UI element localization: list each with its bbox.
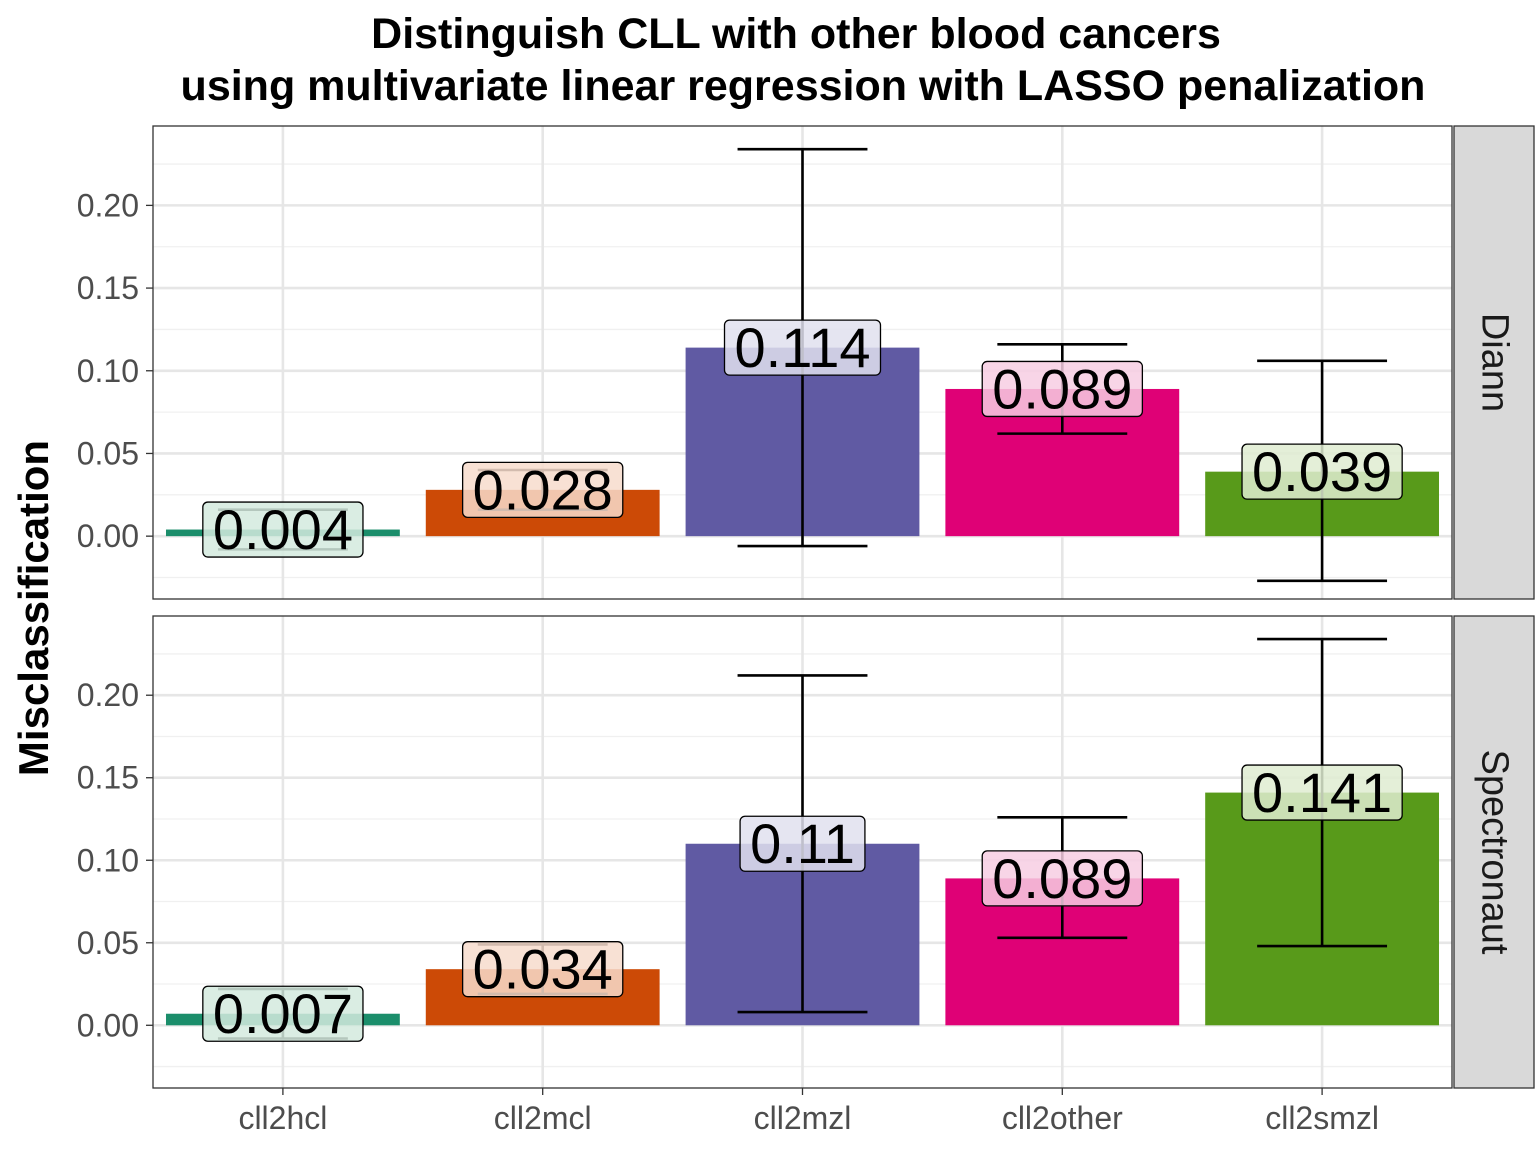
x-tick-label-cll2hcl: cll2hcl xyxy=(238,1100,327,1136)
data-label-cll2mcl: 0.034 xyxy=(461,938,624,1001)
data-label-cll2mzl: 0.114 xyxy=(723,316,882,379)
y-tick-label: 0.15 xyxy=(77,270,139,306)
data-label-box xyxy=(202,985,364,1042)
y-tick-label: 0.10 xyxy=(77,353,139,389)
y-tick-label: 0.10 xyxy=(77,842,139,878)
data-label-box xyxy=(981,360,1144,418)
y-tick-label: 0.00 xyxy=(77,1007,139,1043)
chart-title: Distinguish CLL with other blood cancers xyxy=(371,10,1221,58)
data-label-box xyxy=(1241,764,1403,821)
x-axis: cll2hcl cll2mcl cll2mzl cll2other cll2smzl xyxy=(238,1088,1379,1136)
data-label-text: 0.114 xyxy=(735,316,871,379)
facet-strip-label: Diann xyxy=(1474,313,1516,412)
data-label-cll2mzl: 0.11 xyxy=(739,812,866,875)
facet-strip-diann: Diann xyxy=(1453,125,1535,600)
data-label-text: 0.089 xyxy=(992,847,1132,910)
data-label-text: 0.11 xyxy=(750,812,855,875)
data-label-box xyxy=(981,850,1144,907)
data-label-cll2mcl: 0.028 xyxy=(461,458,624,521)
data-label-cll2smzl: 0.039 xyxy=(1241,440,1403,503)
x-tick-label-cll2smzl: cll2smzl xyxy=(1265,1100,1379,1136)
data-label-text: 0.089 xyxy=(992,357,1132,420)
data-label-cll2other: 0.089 xyxy=(981,847,1144,910)
data-label-text: 0.141 xyxy=(1252,761,1392,824)
y-tick-label: 0.20 xyxy=(77,677,139,713)
data-label-box xyxy=(1241,443,1403,500)
data-label-box xyxy=(461,461,624,518)
facet-strip-background xyxy=(1453,125,1535,600)
data-label-text: 0.039 xyxy=(1252,440,1392,503)
data-label-text: 0.007 xyxy=(213,982,353,1045)
panels: 0.004 0.028 0.114 0.089 0.039 0.00 0.05 0.10 0.1… xyxy=(77,125,1535,1089)
panel-spectronaut: 0.007 0.034 0.11 0.089 0.141 0.00 0.05 0.10 0.15… xyxy=(77,615,1535,1089)
data-label-text: 0.028 xyxy=(473,458,613,521)
data-label-box xyxy=(723,319,882,376)
data-label-cll2hcl: 0.004 xyxy=(202,498,364,561)
data-label-box xyxy=(739,815,866,872)
facet-strip-background xyxy=(1453,615,1535,1089)
data-label-text: 0.004 xyxy=(213,498,353,561)
panel-diann: 0.004 0.028 0.114 0.089 0.039 0.00 0.05 0.10 0.1… xyxy=(77,125,1535,600)
x-tick-label-cll2mzl: cll2mzl xyxy=(754,1100,852,1136)
y-tick-label: 0.20 xyxy=(77,187,139,223)
data-label-box xyxy=(461,941,624,998)
facet-strip-spectronaut: Spectronaut xyxy=(1453,615,1535,1089)
data-label-box xyxy=(202,501,364,558)
y-tick-label: 0.15 xyxy=(77,760,139,796)
facet-strip-label: Spectronaut xyxy=(1474,750,1516,955)
chart-subtitle: using multivariate linear regression wit… xyxy=(181,62,1426,110)
data-label-cll2smzl: 0.141 xyxy=(1241,761,1403,824)
x-tick-label-cll2mcl: cll2mcl xyxy=(494,1100,592,1136)
x-tick-label-cll2other: cll2other xyxy=(1002,1100,1123,1136)
data-label-cll2hcl: 0.007 xyxy=(202,982,364,1045)
data-label-cll2other: 0.089 xyxy=(981,357,1144,420)
y-tick-label: 0.05 xyxy=(77,925,139,961)
data-label-text: 0.034 xyxy=(473,938,613,1001)
y-axis-title: Misclassification xyxy=(10,440,57,776)
y-tick-label: 0.05 xyxy=(77,435,139,471)
panel-border xyxy=(152,125,1453,600)
y-tick-label: 0.00 xyxy=(77,518,139,554)
